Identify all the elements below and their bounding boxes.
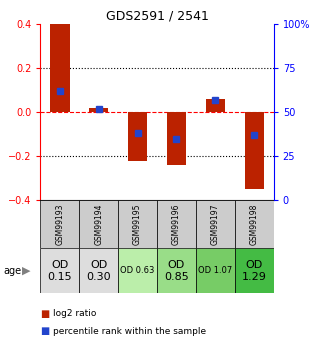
Bar bbox=[235, 248, 274, 293]
Text: OD 1.07: OD 1.07 bbox=[198, 266, 233, 275]
Text: OD
0.85: OD 0.85 bbox=[164, 260, 189, 282]
Bar bbox=[128, 112, 147, 160]
Bar bbox=[244, 112, 264, 189]
Bar bbox=[40, 200, 79, 248]
Text: GSM99193: GSM99193 bbox=[55, 204, 64, 245]
Text: OD
0.30: OD 0.30 bbox=[86, 260, 111, 282]
Bar bbox=[167, 112, 186, 165]
Bar bbox=[157, 248, 196, 293]
Text: percentile rank within the sample: percentile rank within the sample bbox=[53, 327, 206, 336]
Bar bbox=[118, 200, 157, 248]
Bar bbox=[196, 200, 235, 248]
Text: GSM99196: GSM99196 bbox=[172, 204, 181, 245]
Bar bbox=[79, 200, 118, 248]
Text: ■: ■ bbox=[40, 309, 50, 319]
Bar bbox=[235, 200, 274, 248]
Text: log2 ratio: log2 ratio bbox=[53, 309, 96, 318]
Text: OD 0.63: OD 0.63 bbox=[120, 266, 155, 275]
Bar bbox=[118, 248, 157, 293]
Title: GDS2591 / 2541: GDS2591 / 2541 bbox=[106, 10, 208, 23]
Text: ▶: ▶ bbox=[22, 266, 30, 276]
Text: OD
1.29: OD 1.29 bbox=[242, 260, 267, 282]
Text: GSM99197: GSM99197 bbox=[211, 204, 220, 245]
Text: GSM99195: GSM99195 bbox=[133, 204, 142, 245]
Text: GSM99198: GSM99198 bbox=[250, 204, 259, 245]
Bar bbox=[196, 248, 235, 293]
Bar bbox=[89, 108, 109, 112]
Text: age: age bbox=[3, 266, 21, 276]
Bar bbox=[50, 24, 70, 112]
Bar bbox=[206, 99, 225, 112]
Text: OD
0.15: OD 0.15 bbox=[48, 260, 72, 282]
Bar bbox=[157, 200, 196, 248]
Bar bbox=[40, 248, 79, 293]
Text: GSM99194: GSM99194 bbox=[94, 204, 103, 245]
Bar bbox=[79, 248, 118, 293]
Text: ■: ■ bbox=[40, 326, 50, 336]
